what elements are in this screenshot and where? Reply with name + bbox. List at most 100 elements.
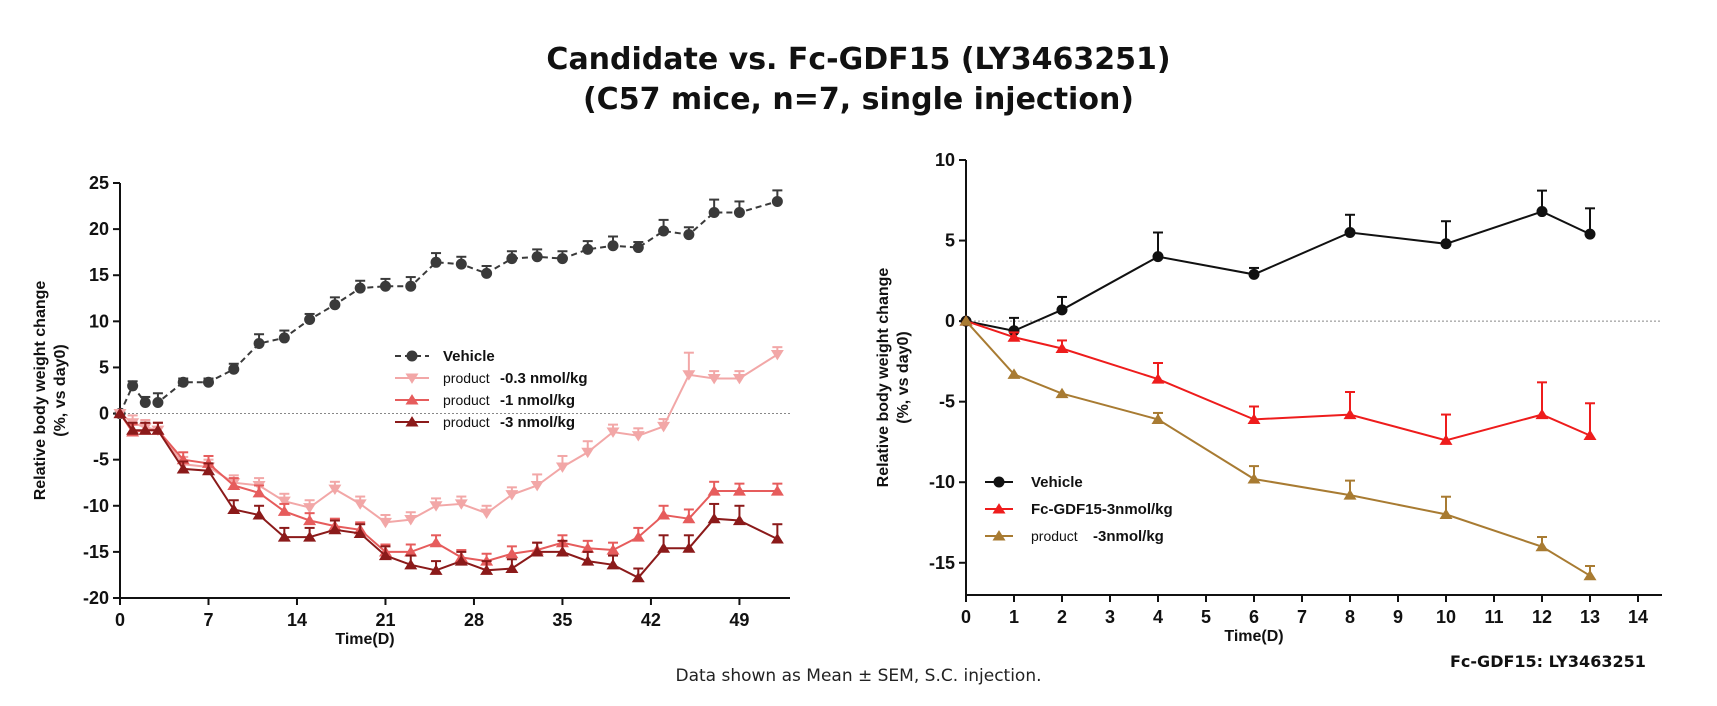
chart-1: 25 20 15 10 5 0 -5 -10 -15 -20 0 7 14 21 28 35 42 49 Time(… [32, 173, 790, 648]
series-line [119, 413, 778, 563]
legend-marker [406, 350, 418, 362]
x-tick-label: 1 [1009, 607, 1019, 627]
x-tick-label: 12 [1532, 607, 1552, 627]
data-point [770, 349, 784, 361]
x-tick-label: 4 [1153, 607, 1163, 627]
legend-marker [405, 394, 419, 405]
x-axis-title: Time(D) [335, 631, 394, 648]
data-point [1151, 413, 1165, 424]
data-point [555, 546, 569, 557]
data-point [378, 517, 392, 529]
data-point [770, 533, 784, 544]
data-point [732, 514, 746, 526]
data-point [278, 332, 290, 344]
y-tick-label: 5 [945, 231, 955, 251]
data-point [379, 280, 391, 292]
data-point [378, 549, 392, 561]
data-point [682, 512, 696, 524]
data-point [303, 531, 317, 542]
legend-label: Fc-GDF15-3nmol/kg [1031, 501, 1173, 518]
data-point [252, 509, 266, 520]
y-axis-subtitle: (%, vs day0) [52, 344, 69, 436]
y-tick-label: -10 [929, 472, 955, 492]
y-tick-label: -20 [83, 588, 109, 608]
data-point [1584, 228, 1596, 240]
data-point [252, 487, 266, 498]
data-point [126, 424, 140, 435]
legend: Vehicle Fc-GDF15-3nmol/kg product -3nmol/kg [985, 474, 1173, 545]
data-point [1440, 238, 1452, 250]
data-point [530, 546, 544, 557]
title-line-1: Candidate vs. Fc-GDF15 (LY3463251) [546, 42, 1171, 77]
series-vehicle [114, 189, 783, 420]
y-tick-label: 20 [89, 219, 109, 239]
legend-marker [405, 416, 419, 427]
x-tick-label: 35 [552, 610, 572, 630]
data-point [177, 376, 189, 388]
x-tick-label: 0 [115, 610, 125, 630]
x-tick-label: 14 [1628, 607, 1648, 627]
data-point [277, 496, 291, 508]
data-point [682, 370, 696, 381]
footnote: Data shown as Mean ± SEM, S.C. injection… [675, 666, 1042, 686]
data-point [454, 499, 468, 510]
data-point [1151, 373, 1165, 384]
data-point [581, 447, 595, 459]
x-tick-label: 21 [375, 610, 395, 630]
data-point [277, 505, 291, 516]
data-point [732, 373, 746, 385]
data-point [405, 280, 417, 292]
x-tick-label: 0 [961, 607, 971, 627]
data-point [328, 523, 342, 535]
series-line [119, 353, 778, 524]
data-point [353, 499, 367, 510]
data-point [304, 313, 316, 325]
legend-sub-label: product [443, 414, 490, 430]
data-point [354, 282, 366, 294]
x-tick-label: 28 [464, 610, 484, 630]
legend-marker [992, 503, 1006, 514]
title-line-2: (C57 mice, n=7, single injection) [582, 82, 1135, 117]
data-point [253, 337, 265, 349]
legend-label: -0.3 nmol/kg [500, 370, 588, 387]
data-point [607, 240, 619, 252]
y-tick-label: 10 [89, 311, 109, 331]
data-point [201, 464, 215, 476]
data-point [1007, 368, 1021, 379]
data-point [429, 536, 443, 548]
data-point [480, 564, 494, 575]
series-fc-gdf15-3nmol-kg [959, 315, 1597, 445]
data-point [631, 571, 645, 583]
data-point [202, 376, 214, 388]
series-line [119, 200, 778, 415]
data-point [606, 427, 620, 438]
series-line [119, 412, 778, 579]
x-tick-label: 3 [1105, 607, 1115, 627]
legend-label: -3 nmol/kg [500, 414, 575, 431]
series-line [965, 320, 1591, 442]
data-point [733, 207, 745, 219]
data-point [631, 531, 645, 542]
data-point [732, 485, 746, 496]
y-tick-label: 25 [89, 173, 109, 193]
data-point [657, 421, 671, 433]
data-point [1583, 429, 1597, 441]
data-point [632, 242, 644, 254]
data-point [606, 544, 620, 555]
legend-label: Vehicle [1031, 474, 1083, 491]
x-tick-label: 49 [729, 610, 749, 630]
data-point [1439, 434, 1453, 445]
data-point [707, 373, 721, 385]
legend-label: -1 nmol/kg [500, 392, 575, 409]
data-point [404, 558, 418, 570]
data-point [1247, 473, 1261, 484]
data-point [113, 407, 127, 419]
reference-note: Fc-GDF15: LY3463251 [1450, 652, 1646, 671]
data-point [707, 485, 721, 496]
data-point [329, 299, 341, 311]
data-point [1536, 206, 1548, 218]
x-tick-label: 14 [287, 610, 307, 630]
data-point [707, 512, 721, 524]
